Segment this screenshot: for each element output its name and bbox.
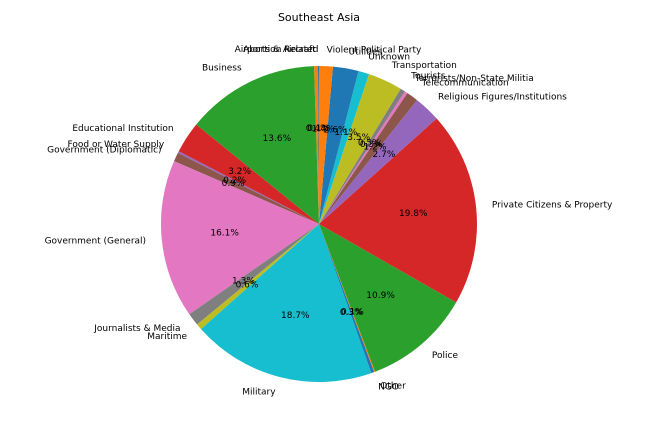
- slice-telecommunication: [319, 93, 418, 224]
- pct-label-private-citizens-property: 19.8%: [399, 209, 428, 219]
- slice-food-or-water-supply: [177, 151, 319, 224]
- pct-label-government-diplomatic: 0.9%: [222, 179, 245, 189]
- category-label-terrorists-non-state-militia: Terrorists/Non-State Militia: [414, 74, 534, 84]
- pct-label-business: 13.6%: [263, 134, 292, 144]
- slice-journalists-media: [189, 224, 319, 325]
- category-label-educational-institution: Educational Institution: [72, 124, 173, 134]
- category-label-religious-figures-institutions: Religious Figures/Institutions: [438, 92, 567, 102]
- category-label-other: Other: [380, 382, 406, 392]
- category-label-food-or-water-supply: Food or Water Supply: [68, 140, 165, 150]
- category-label-government-diplomatic: Government (Diplomatic): [47, 145, 161, 155]
- slice-other: [319, 224, 376, 373]
- slice-religious-figures-institutions: [319, 100, 437, 224]
- category-label-transportation: Transportation: [391, 61, 457, 71]
- slice-abortion-related: [318, 65, 319, 224]
- pct-label-utilities: 2.6%: [324, 126, 347, 136]
- pct-label-military: 18.7%: [281, 311, 310, 321]
- slice-unknown: [319, 71, 370, 224]
- category-label-journalists-media: Journalists & Media: [93, 324, 180, 334]
- category-label-utilities: Utilities: [348, 48, 382, 58]
- slice-transportation: [319, 74, 401, 225]
- category-label-private-citizens-property: Private Citizens & Property: [492, 201, 613, 211]
- pct-label-educational-institution: 3.2%: [228, 167, 251, 177]
- pct-label-food-or-water-supply: 0.2%: [223, 176, 246, 186]
- pct-label-airports-aircraft: 0.4%: [306, 124, 329, 134]
- slice-government-general: [160, 161, 319, 315]
- category-label-tourists: Tourists: [410, 72, 446, 82]
- slice-military: [201, 224, 372, 383]
- slice-terrorists-non-state-militia: [319, 91, 408, 224]
- chart-title: Southeast Asia: [278, 11, 360, 24]
- pct-label-religious-figures-institutions: 2.7%: [373, 150, 396, 160]
- slice-maritime: [197, 224, 319, 330]
- pct-label-government-general: 16.1%: [210, 228, 239, 238]
- slice-government-diplomatic: [174, 153, 319, 224]
- pct-label-terrorists-non-state-militia: 0.3%: [360, 140, 383, 150]
- slice-educational-institution: [178, 124, 319, 224]
- pct-label-tourists: 0.5%: [358, 139, 381, 149]
- slice-violent-political-party: [319, 66, 333, 224]
- category-label-military: Military: [242, 387, 276, 397]
- slice-airports-aircraft: [314, 66, 319, 224]
- pct-label-telecommunication: 1.2%: [364, 142, 387, 152]
- pct-label-maritime: 0.6%: [236, 281, 259, 291]
- category-label-business: Business: [202, 63, 242, 73]
- slice-utilities: [319, 66, 359, 225]
- pct-label-transportation: 3.5%: [347, 133, 370, 143]
- pct-label-police: 10.9%: [366, 291, 395, 301]
- category-label-maritime: Maritime: [147, 332, 187, 342]
- category-label-police: Police: [432, 351, 459, 361]
- category-label-telecommunication: Telecommunication: [421, 79, 509, 89]
- pct-label-abortion-related: 0.1%: [307, 124, 330, 134]
- category-label-violent-political-party: Violent Political Party: [327, 45, 422, 55]
- slice-ngo: [319, 224, 375, 374]
- slice-police: [319, 224, 457, 372]
- pie-slices: [160, 65, 477, 383]
- pct-label-unknown: 1.1%: [334, 128, 357, 138]
- pct-label-ngo: 0.3%: [340, 308, 363, 318]
- slice-business: [196, 66, 319, 224]
- pct-label-violent-political-party: 1.4%: [312, 124, 335, 134]
- category-label-ngo: NGO: [378, 382, 399, 392]
- pct-label-other: 0.1%: [341, 308, 364, 318]
- category-label-government-general: Government (General): [45, 236, 146, 246]
- category-label-abortion-related: Abortion Related: [243, 45, 318, 55]
- slice-tourists: [319, 88, 405, 224]
- pct-label-journalists-media: 1.3%: [232, 276, 255, 286]
- category-label-unknown: Unknown: [368, 52, 410, 62]
- category-label-airports-aircraft: Airports & Aircraft: [235, 45, 317, 55]
- percent-labels: 0.1%0.4%13.6%3.2%0.2%0.9%16.1%1.3%0.6%18…: [210, 124, 428, 321]
- slice-private-citizens-property: [319, 118, 477, 303]
